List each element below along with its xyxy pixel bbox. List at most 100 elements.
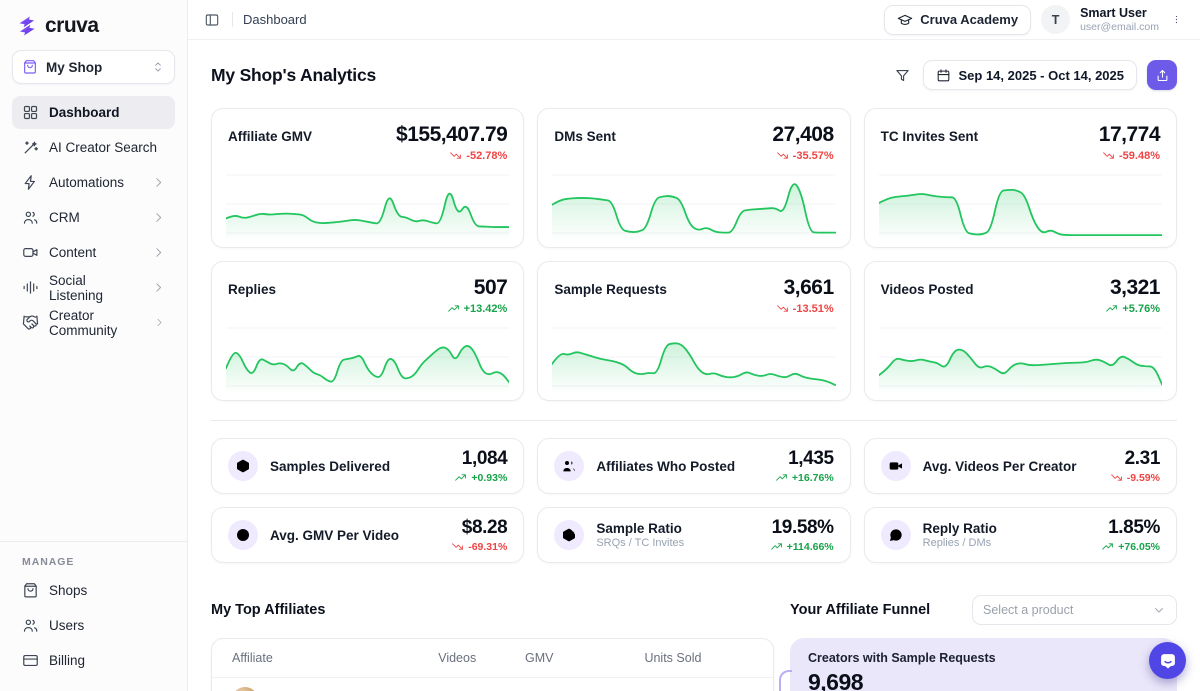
change-value: -59.48% xyxy=(1119,149,1160,162)
panel-left-icon xyxy=(204,12,220,28)
trend-up-icon xyxy=(1101,540,1114,553)
message-reply-icon xyxy=(880,520,911,550)
filter-button[interactable] xyxy=(892,65,913,86)
table-row[interactable]: @amazingaffiliate47663,767.3916,315 xyxy=(212,678,773,691)
kebab-menu-icon[interactable] xyxy=(1169,12,1184,27)
manage-section-label: MANAGE xyxy=(22,556,75,568)
sidebar-item-label: Billing xyxy=(49,653,86,668)
sparkline-chart xyxy=(878,167,1162,241)
cruva-academy-button[interactable]: Cruva Academy xyxy=(884,4,1032,35)
kpi-value: 1.85% xyxy=(1108,517,1160,538)
sidebar-item-billing[interactable]: Billing xyxy=(12,644,175,677)
top-affiliates-title: My Top Affiliates xyxy=(211,602,326,618)
top-affiliates-table: Affiliate Videos GMV Units Sold @amazingaff… xyxy=(211,638,774,691)
user-email: user@email.com xyxy=(1080,20,1159,33)
change-value: +5.76% xyxy=(1122,302,1160,315)
chat-widget-button[interactable] xyxy=(1149,642,1186,679)
sidebar-item-dashboard[interactable]: Dashboard xyxy=(12,96,175,129)
chevron-right-icon xyxy=(152,246,165,259)
sidebar-item-ai-creator-search[interactable]: AI Creator Search xyxy=(12,131,175,164)
sidebar: cruva My Shop Dashboard AI Creator Search… xyxy=(0,0,188,691)
sidebar-nav: Dashboard AI Creator Search Automations CRM… xyxy=(12,96,175,339)
kpi-card-avg-gmv-per-video: Avg. GMV Per Video $8.28 -69.31% xyxy=(211,507,525,563)
kpi-sublabel: Replies / DMs xyxy=(922,537,992,549)
kpi-value: 1,435 xyxy=(788,448,834,469)
trend-down-icon xyxy=(451,540,464,553)
kpi-label: Reply Ratio xyxy=(922,521,997,536)
sidebar-item-label: Shops xyxy=(49,583,88,598)
kpi-value: $8.28 xyxy=(461,517,508,538)
sidebar-item-label: Social Listening xyxy=(49,272,104,303)
change-badge: -52.78% xyxy=(396,149,507,162)
trend-up-icon xyxy=(454,471,467,484)
user-info: Smart User user@email.com xyxy=(1080,6,1159,32)
topbar-right: Cruva Academy T Smart User user@email.co… xyxy=(884,4,1184,35)
kpi-card-affiliates-who-posted: Affiliates Who Posted 1,435 +16.76% xyxy=(537,438,851,494)
dollar-circle-icon xyxy=(228,520,258,550)
kpi-label: Sample Ratio xyxy=(596,521,682,536)
trend-down-icon xyxy=(449,149,462,162)
change-badge: +16.76% xyxy=(775,471,834,484)
column-header-units-sold: Units Sold xyxy=(644,651,702,665)
funnel-stage-label: Creators with Sample Requests xyxy=(808,651,996,665)
date-range-button[interactable]: Sep 14, 2025 - Oct 14, 2025 xyxy=(922,60,1137,90)
stat-card-value: 507 xyxy=(473,276,508,299)
change-badge: +0.93% xyxy=(454,471,507,484)
kpi-label: Samples Delivered xyxy=(270,458,391,474)
column-header-gmv: GMV xyxy=(525,651,554,665)
package-plus-icon xyxy=(554,520,585,550)
table-header-row: Affiliate Videos GMV Units Sold xyxy=(212,639,773,678)
sidebar-divider xyxy=(0,541,187,542)
stat-card-label: TC Invites Sent xyxy=(880,129,979,144)
change-value: +114.66% xyxy=(786,540,834,553)
brand-logo: cruva xyxy=(12,10,175,50)
content: My Shop's Analytics Sep 14, 2025 - Oct 1… xyxy=(188,40,1200,691)
kpi-label: Avg. Videos Per Creator xyxy=(922,458,1077,474)
sparkline-chart xyxy=(552,167,836,241)
export-button[interactable] xyxy=(1147,60,1177,90)
chevron-right-icon xyxy=(152,281,165,294)
top-affiliates-section: My Top Affiliates Affiliate Videos GMV Unit… xyxy=(211,595,774,691)
sidebar-item-label: CRM xyxy=(49,210,80,225)
sidebar-item-label: Users xyxy=(49,618,85,633)
kpi-value: 2.31 xyxy=(1124,448,1161,469)
affiliate-funnel-section: Your Affiliate Funnel Select a product C… xyxy=(779,595,1177,691)
chevron-down-icon xyxy=(1152,603,1166,617)
shop-selector[interactable]: My Shop xyxy=(12,50,175,84)
section-divider xyxy=(211,420,1177,421)
dashboard-grid-icon xyxy=(22,104,39,121)
sidebar-toggle-button[interactable] xyxy=(202,10,222,30)
stat-card-tc-invites-sent: TC Invites Sent 17,774 -59.48% xyxy=(863,108,1177,248)
kpi-value: 1,084 xyxy=(461,448,508,469)
chat-icon xyxy=(1157,650,1179,672)
change-value: -9.59% xyxy=(1126,471,1160,484)
kpi-card-sample-ratio: Sample Ratio SRQs / TC Invites 19.58% +114.… xyxy=(537,507,851,563)
brand-name: cruva xyxy=(45,14,99,37)
change-value: +13.42% xyxy=(463,302,508,315)
sidebar-item-social-listening[interactable]: Social Listening xyxy=(12,271,175,304)
topbar: Dashboard Cruva Academy T Smart User use… xyxy=(188,0,1200,40)
handshake-icon xyxy=(22,314,39,331)
stat-card-value: 17,774 xyxy=(1098,123,1161,146)
kpi-card-avg-videos-per-creator: Avg. Videos Per Creator 2.31 -9.59% xyxy=(863,438,1177,494)
page-controls: Sep 14, 2025 - Oct 14, 2025 xyxy=(892,60,1177,90)
top-affiliates-head: My Top Affiliates xyxy=(211,595,774,625)
stat-card-label: Videos Posted xyxy=(880,282,974,297)
shopping-bag-icon xyxy=(22,59,38,75)
sidebar-item-shops[interactable]: Shops xyxy=(12,574,175,607)
change-badge: +13.42% xyxy=(447,302,508,315)
product-select[interactable]: Select a product xyxy=(972,595,1177,625)
sidebar-item-users[interactable]: Users xyxy=(12,609,175,642)
shopping-bag-icon xyxy=(22,582,39,599)
trend-up-icon xyxy=(447,302,460,315)
sidebar-item-creator-community[interactable]: Creator Community xyxy=(12,306,175,339)
sidebar-item-content[interactable]: Content xyxy=(12,236,175,269)
user-avatar[interactable]: T xyxy=(1041,5,1071,34)
sidebar-item-crm[interactable]: CRM xyxy=(12,201,175,234)
change-badge: -13.51% xyxy=(776,302,834,315)
funnel-filter-icon xyxy=(894,67,911,84)
sidebar-item-automations[interactable]: Automations xyxy=(12,166,175,199)
trend-down-icon xyxy=(776,149,789,162)
stat-card-value: 27,408 xyxy=(772,123,834,146)
funnel-stage-value: 9,698 xyxy=(808,669,864,691)
